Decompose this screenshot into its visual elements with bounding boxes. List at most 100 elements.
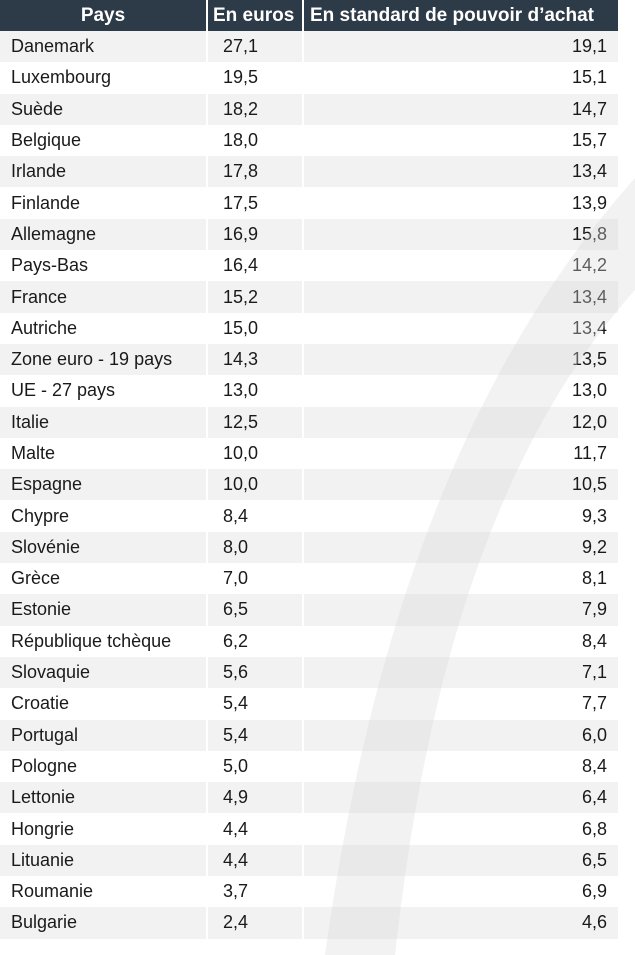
euros-cell: 8,0: [208, 531, 304, 564]
euros-cell: 18,2: [208, 93, 304, 125]
table-row: Malte 10,0 11,7: [0, 437, 618, 470]
spa-cell: 11,7: [304, 437, 618, 470]
table-row: Bulgarie 2,4 4,6: [0, 907, 618, 939]
spa-cell: 7,1: [304, 656, 618, 689]
euros-cell: 6,2: [208, 625, 304, 657]
country-cell: Italie: [0, 406, 208, 438]
spa-cell: 9,2: [304, 531, 618, 564]
country-cell: Lituanie: [0, 844, 208, 877]
table-row: Espagne 10,0 10,5: [0, 469, 618, 501]
euros-cell: 5,0: [208, 750, 304, 783]
table-row: Slovaquie 5,6 7,1: [0, 656, 618, 689]
table-row: Finlande 17,5 13,9: [0, 187, 618, 219]
euros-cell: 15,0: [208, 312, 304, 344]
euros-cell: 17,8: [208, 156, 304, 188]
country-cell: Luxembourg: [0, 62, 208, 94]
table-row: République tchèque 6,2 8,4: [0, 625, 618, 657]
country-cell: Espagne: [0, 469, 208, 501]
country-cell: Hongrie: [0, 813, 208, 845]
euros-cell: 6,5: [208, 594, 304, 626]
euros-cell: 4,4: [208, 813, 304, 845]
euros-cell: 3,7: [208, 876, 304, 908]
country-cell: Slovénie: [0, 531, 208, 564]
spa-cell: 8,4: [304, 750, 618, 783]
table-row: Slovénie 8,0 9,2: [0, 531, 618, 564]
country-cell: Grèce: [0, 563, 208, 595]
spa-cell: 12,0: [304, 406, 618, 438]
country-cell: Croatie: [0, 688, 208, 720]
country-cell: France: [0, 281, 208, 313]
spa-cell: 6,4: [304, 782, 618, 814]
table-row: Hongrie 4,4 6,8: [0, 813, 618, 845]
country-cell: République tchèque: [0, 625, 208, 657]
euros-cell: 18,0: [208, 124, 304, 157]
table-row: Belgique 18,0 15,7: [0, 124, 618, 157]
spa-cell: 10,5: [304, 469, 618, 501]
country-cell: Chypre: [0, 500, 208, 532]
header-spa: En standard de pouvoir d’achat: [304, 0, 618, 31]
euros-cell: 16,4: [208, 250, 304, 282]
euros-cell: 7,0: [208, 563, 304, 595]
spa-cell: 15,1: [304, 62, 618, 94]
table-row: Zone euro - 19 pays 14,3 13,5: [0, 343, 618, 376]
spa-cell: 9,3: [304, 500, 618, 532]
table-row: UE - 27 pays 13,0 13,0: [0, 375, 618, 407]
country-cell: Belgique: [0, 124, 208, 157]
table-body: Danemark 27,1 19,1 Luxembourg 19,5 15,1 Suède 1…: [0, 31, 618, 939]
euros-cell: 12,5: [208, 406, 304, 438]
table-row: Pays-Bas 16,4 14,2: [0, 250, 618, 282]
country-cell: Danemark: [0, 31, 208, 63]
table-row: Italie 12,5 12,0: [0, 406, 618, 438]
table-row: Autriche 15,0 13,4: [0, 312, 618, 344]
spa-cell: 15,7: [304, 124, 618, 157]
table-row: Allemagne 16,9 15,8: [0, 218, 618, 251]
spa-cell: 6,5: [304, 844, 618, 877]
country-cell: Lettonie: [0, 782, 208, 814]
table-row: Grèce 7,0 8,1: [0, 563, 618, 595]
hourly-wage-table: Pays En euros En standard de pouvoir d’a…: [0, 0, 618, 939]
table-row: Irlande 17,8 13,4: [0, 156, 618, 188]
table-row: Chypre 8,4 9,3: [0, 500, 618, 532]
header-euros: En euros: [208, 0, 304, 31]
country-cell: Malte: [0, 437, 208, 470]
euros-cell: 4,9: [208, 782, 304, 814]
euros-cell: 5,4: [208, 688, 304, 720]
country-cell: Suède: [0, 93, 208, 125]
spa-cell: 6,0: [304, 719, 618, 751]
spa-cell: 14,2: [304, 250, 618, 282]
table-row: Estonie 6,5 7,9: [0, 594, 618, 626]
table-row: France 15,2 13,4: [0, 281, 618, 313]
table-row: Croatie 5,4 7,7: [0, 688, 618, 720]
country-cell: Allemagne: [0, 218, 208, 251]
country-cell: Roumanie: [0, 876, 208, 908]
euros-cell: 5,6: [208, 656, 304, 689]
euros-cell: 14,3: [208, 343, 304, 376]
spa-cell: 6,8: [304, 813, 618, 845]
spa-cell: 13,4: [304, 156, 618, 188]
spa-cell: 13,4: [304, 281, 618, 313]
country-cell: Pays-Bas: [0, 250, 208, 282]
spa-cell: 8,4: [304, 625, 618, 657]
table-row: Danemark 27,1 19,1: [0, 31, 618, 63]
country-cell: Slovaquie: [0, 656, 208, 689]
spa-cell: 6,9: [304, 876, 618, 908]
euros-cell: 10,0: [208, 437, 304, 470]
country-cell: Autriche: [0, 312, 208, 344]
euros-cell: 10,0: [208, 469, 304, 501]
euros-cell: 16,9: [208, 218, 304, 251]
spa-cell: 13,4: [304, 312, 618, 344]
euros-cell: 8,4: [208, 500, 304, 532]
euros-cell: 5,4: [208, 719, 304, 751]
table-row: Luxembourg 19,5 15,1: [0, 62, 618, 94]
spa-cell: 13,5: [304, 343, 618, 376]
header-country: Pays: [0, 0, 208, 31]
table-header: Pays En euros En standard de pouvoir d’a…: [0, 0, 618, 31]
country-cell: Bulgarie: [0, 907, 208, 939]
spa-cell: 8,1: [304, 563, 618, 595]
spa-cell: 4,6: [304, 907, 618, 939]
header-row: Pays En euros En standard de pouvoir d’a…: [0, 0, 618, 31]
table-row: Lituanie 4,4 6,5: [0, 844, 618, 877]
spa-cell: 13,0: [304, 375, 618, 407]
euros-cell: 15,2: [208, 281, 304, 313]
